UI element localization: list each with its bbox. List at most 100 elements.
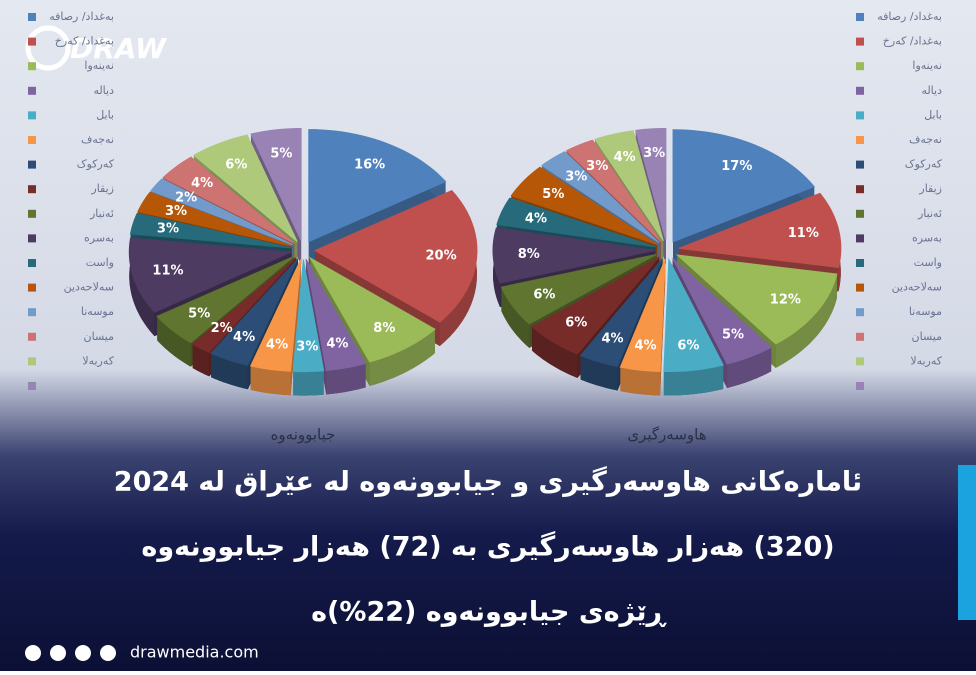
legend-swatch: [856, 86, 864, 95]
legend-label: سەلاحەدین: [892, 281, 942, 294]
slice-label: 8%: [373, 321, 395, 336]
legend-swatch: [28, 259, 36, 267]
legend-label: دیالە: [921, 84, 942, 97]
legend-label: بەغداد/ کەرخ: [883, 35, 942, 48]
slice-side: [250, 365, 291, 396]
slice: [492, 227, 656, 284]
legend-label: بەغداد/ رصافە: [49, 10, 114, 23]
legend-label: زیقار: [90, 182, 114, 195]
slice: [156, 255, 295, 344]
slice: [500, 253, 657, 325]
slice-side: [369, 329, 435, 386]
slice-label: 4%: [233, 330, 255, 345]
slice-side: [157, 316, 191, 367]
legend-label: ئەنبار: [917, 207, 942, 220]
slice: [308, 256, 436, 363]
slice-label: 4%: [525, 211, 547, 226]
slice-side: [532, 326, 578, 378]
legend-label: دیالە: [93, 84, 114, 97]
legend-label: ئەنبار: [89, 207, 114, 220]
slice: [292, 259, 325, 373]
legend-swatch: [856, 234, 864, 243]
slice-label: 4%: [191, 176, 213, 191]
legend-label: میسان: [84, 330, 115, 343]
slice: [672, 129, 816, 243]
legend-swatch: [856, 382, 864, 390]
legend-label: نەجەف: [909, 133, 942, 146]
headline: ئامارەکانی هاوسەرگیری و جیابوونەوە لە عێ…: [114, 466, 862, 498]
legend-label: بابل: [96, 108, 114, 121]
legend-swatch: [856, 209, 864, 218]
slice-label: 2%: [175, 191, 197, 206]
legend-label: زیقار: [918, 182, 942, 195]
legend-swatch: [28, 332, 36, 341]
slice-label: 3%: [157, 221, 179, 236]
legend-label: کەربەلا: [910, 354, 942, 367]
legend-label: میسان: [912, 330, 943, 343]
slice: [250, 128, 302, 241]
slice-label: 4%: [326, 336, 348, 351]
legend-swatch: [856, 259, 864, 267]
legend-label: نەینەوا: [84, 59, 114, 72]
legend-label: بابل: [924, 108, 942, 121]
slice-label: 5%: [542, 187, 564, 202]
slice-label: 6%: [225, 158, 247, 173]
legend-swatch: [28, 357, 36, 366]
legend-label: نەینەوا: [912, 59, 942, 72]
legend-label: موسەنا: [909, 305, 942, 318]
slice-side: [775, 274, 837, 368]
slice-side: [290, 259, 301, 396]
legend-label: بەسرە: [84, 231, 114, 244]
legend-swatch: [856, 308, 864, 317]
logo-mark: [25, 25, 71, 71]
legend-swatch: [856, 62, 864, 71]
legend-label: بەغداد/ رصافە: [877, 10, 942, 23]
pie-title: هاوسەرگیری: [627, 426, 706, 444]
slice: [162, 156, 295, 244]
slice: [137, 191, 293, 247]
slice: [313, 189, 478, 323]
slice: [193, 134, 298, 242]
legend-label: بەسرە: [912, 231, 942, 244]
legend-swatch: [28, 308, 36, 317]
slice: [510, 166, 658, 246]
slice: [663, 257, 724, 372]
slice: [129, 212, 292, 249]
slice: [249, 259, 302, 372]
legend-swatch: [28, 111, 36, 120]
slice-side: [580, 355, 618, 391]
legend-swatch: [856, 111, 864, 120]
legend-swatch: [28, 86, 36, 95]
slice: [579, 258, 663, 368]
slice-side: [620, 367, 661, 396]
legend-label: واست: [914, 256, 942, 269]
slice-label: 3%: [586, 159, 608, 174]
slice-label: 4%: [602, 332, 624, 347]
slice-label: 6%: [677, 338, 699, 353]
slice: [308, 129, 447, 243]
legend-label: موسەنا: [81, 305, 114, 318]
legend-swatch: [28, 283, 36, 292]
legend-label: نەجەف: [81, 133, 114, 146]
slice-label: 3%: [296, 339, 318, 354]
legend-swatch: [28, 185, 36, 194]
legend-swatch: [856, 185, 864, 194]
legend-swatch: [856, 136, 864, 144]
slice-label: 17%: [721, 159, 752, 174]
slice: [191, 257, 297, 353]
legend-swatch: [856, 283, 864, 292]
slice: [672, 258, 773, 365]
headline: ڕێژەی جیابوونەوە (22%)ە: [311, 597, 667, 628]
slice-label: 5%: [188, 307, 210, 322]
logo: DRAW: [70, 32, 167, 65]
slice: [594, 130, 664, 242]
slice-side: [326, 363, 366, 395]
legend-swatch: [28, 37, 36, 46]
slice: [128, 237, 292, 313]
slice-label: 3%: [565, 169, 587, 184]
footer-url: drawmedia.com: [130, 643, 259, 662]
slice-label: 5%: [270, 147, 292, 162]
slice-side: [192, 344, 210, 377]
